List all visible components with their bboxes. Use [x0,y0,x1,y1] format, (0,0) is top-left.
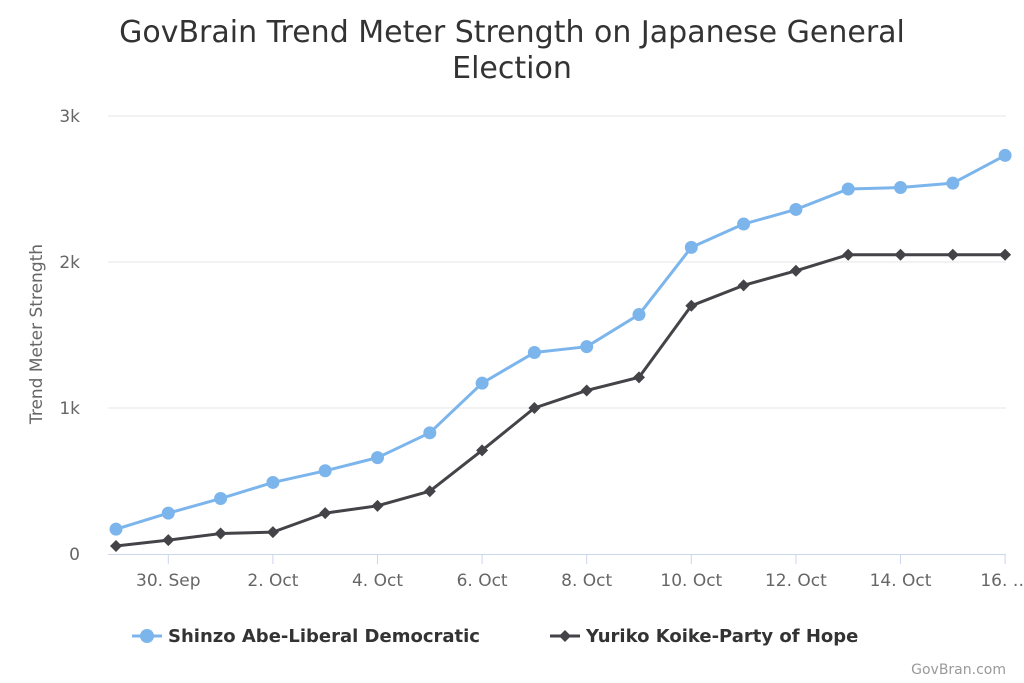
data-point[interactable] [266,475,280,489]
y-tick-label: 3k [59,107,80,127]
data-point[interactable] [109,522,123,536]
chart-title-line-2: Election [452,51,572,86]
x-tick-label: 8. Oct [561,571,612,591]
x-axis: 30. Sep 2. Oct 4. Oct 6. Oct 8. Oct 10. Oct 12… [108,554,1024,591]
data-point[interactable] [371,499,384,512]
data-point[interactable] [475,376,489,390]
series-line [114,253,1007,548]
data-point[interactable] [632,308,646,322]
legend-marker-diamond [559,630,571,642]
data-point[interactable] [685,299,698,312]
series-1 [110,248,1012,552]
x-tick-label: 6. Oct [457,571,508,591]
data-point[interactable] [319,507,332,520]
data-point[interactable] [842,248,855,261]
data-point[interactable] [894,181,907,195]
series-layer [109,148,1012,552]
data-point[interactable] [423,426,437,440]
data-point[interactable] [161,506,175,520]
data-point[interactable] [633,371,645,384]
x-tick-label: 2. Oct [247,571,298,591]
x-tick-label: 30. Sep [136,571,200,591]
data-point[interactable] [998,148,1012,162]
data-point[interactable] [476,444,489,457]
data-point[interactable] [371,451,384,465]
data-point[interactable] [110,539,122,552]
data-point[interactable] [894,248,907,261]
x-tick-label: 4. Oct [352,571,403,591]
series-0 [109,148,1012,536]
data-point[interactable] [528,402,541,414]
data-point[interactable] [266,526,279,539]
data-point[interactable] [214,492,228,506]
legend-label: Shinzo Abe-Liberal Democratic [168,626,480,647]
data-point[interactable] [737,217,751,231]
x-tick-label: 10. Oct [660,571,722,591]
grid [108,115,1006,409]
data-point[interactable] [214,527,227,540]
y-axis-label: Trend Meter Strength [27,244,47,425]
y-tick-label: 0 [69,545,80,565]
series-line [114,153,1007,531]
data-point[interactable] [946,176,960,190]
x-tick-label: 16. … [980,571,1024,591]
legend-marker-circle [140,629,154,643]
data-point[interactable] [999,248,1012,261]
data-point[interactable] [318,464,332,478]
data-point[interactable] [841,182,855,196]
y-tick-label: 1k [59,399,80,419]
data-point[interactable] [737,279,750,292]
data-point[interactable] [423,485,436,498]
legend-item-0[interactable]: Shinzo Abe-Liberal Democratic [132,626,480,647]
data-point[interactable] [580,340,594,354]
legend: Shinzo Abe-Liberal Democratic Yuriko Koik… [132,626,858,647]
data-point[interactable] [789,202,803,216]
credit-link[interactable]: GovBran.com [911,662,1006,678]
data-point[interactable] [527,346,541,360]
y-axis: 0 1k 2k 3k [59,107,80,565]
data-point[interactable] [946,248,959,261]
y-tick-label: 2k [59,253,80,273]
legend-item-1[interactable]: Yuriko Koike-Party of Hope [550,626,858,647]
data-point[interactable] [789,264,802,277]
x-tick-label: 12. Oct [765,571,827,591]
data-point[interactable] [684,240,698,254]
legend-label: Yuriko Koike-Party of Hope [585,626,858,647]
chart-title-line-1: GovBrain Trend Meter Strength on Japanes… [119,15,905,50]
data-point[interactable] [162,534,175,547]
chart-title: GovBrain Trend Meter Strength on Japanes… [119,15,905,86]
data-point[interactable] [580,384,593,397]
x-tick-label: 14. Oct [870,571,932,591]
